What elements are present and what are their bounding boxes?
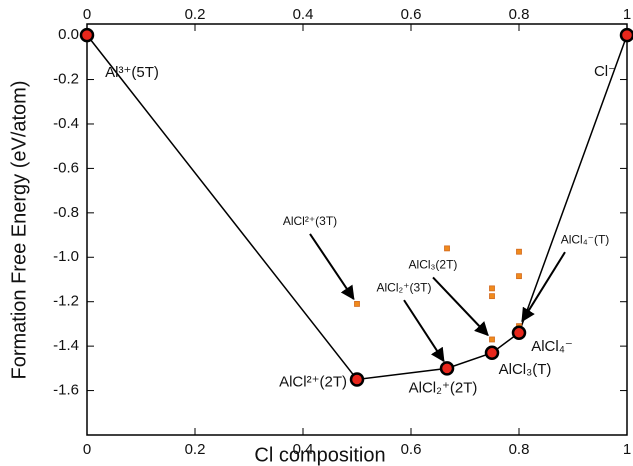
x-top-tick-label: 0.4: [293, 6, 314, 23]
x-tick-label: 0.2: [185, 441, 206, 458]
metastable-point: [489, 336, 495, 343]
y-tick-label: -0.4: [53, 115, 79, 132]
stable-point: [511, 325, 527, 341]
arrow: [403, 299, 445, 363]
stable-point: [484, 345, 500, 361]
x-top-tick-label: 0.8: [509, 6, 530, 23]
point-label: Al³⁺(5T): [105, 64, 159, 81]
x-tick-label: 0: [83, 441, 91, 458]
stable-point: [349, 372, 365, 387]
x-top-tick-label: 0: [83, 6, 91, 23]
x-top-tick-label: 0.2: [185, 6, 206, 23]
y-axis-title: Formation Free Energy (eV/atom): [8, 81, 30, 380]
point-label: AlCl₂⁺(2T): [409, 379, 478, 396]
arrow: [309, 233, 355, 301]
arrow: [521, 251, 566, 323]
plot-frame: [86, 23, 628, 436]
y-tick-label: -0.2: [53, 71, 79, 88]
point-label: Cl⁻: [594, 63, 616, 80]
point-label: AlCl₄⁻: [531, 338, 573, 355]
y-tick-label: -1.2: [53, 293, 79, 310]
point-label: AlCl²⁺(3T): [283, 214, 337, 228]
y-tick-label: -0.6: [53, 159, 79, 176]
point-label: AlCl₄⁻(T): [561, 232, 610, 246]
metastable-point: [354, 301, 360, 307]
y-tick-label: -1.0: [53, 248, 79, 265]
y-tick-label: -0.8: [53, 204, 79, 221]
point-label: AlCl₃(2T): [409, 258, 458, 272]
arrow: [432, 276, 489, 337]
x-tick-label: 0.8: [509, 441, 530, 458]
metastable-point: [516, 273, 522, 280]
y-tick-label: -1.4: [53, 337, 79, 354]
hull-line: [86, 34, 628, 381]
point-label: AlCl₂⁺(3T): [377, 280, 432, 294]
metastable-point: [444, 245, 450, 252]
stable-point: [79, 27, 95, 43]
metastable-point: [489, 285, 495, 292]
x-tick-label: 0.6: [401, 441, 422, 458]
x-tick-label: 0.4: [293, 441, 314, 458]
y-tick-label: -1.6: [53, 382, 79, 399]
stable-point: [619, 27, 633, 43]
y-tick-label: 0.0: [58, 26, 79, 43]
x-tick-label: 1: [623, 441, 631, 458]
x-axis-title: Cl composition: [254, 444, 385, 466]
metastable-point: [516, 248, 522, 255]
x-top-tick-label: 0.6: [401, 6, 422, 23]
point-label: AlCl₃(T): [499, 361, 552, 378]
metastable-point: [489, 293, 495, 300]
stable-point: [439, 361, 455, 376]
point-label: AlCl²⁺(2T): [279, 373, 347, 390]
x-top-tick-label: 1: [623, 6, 631, 23]
